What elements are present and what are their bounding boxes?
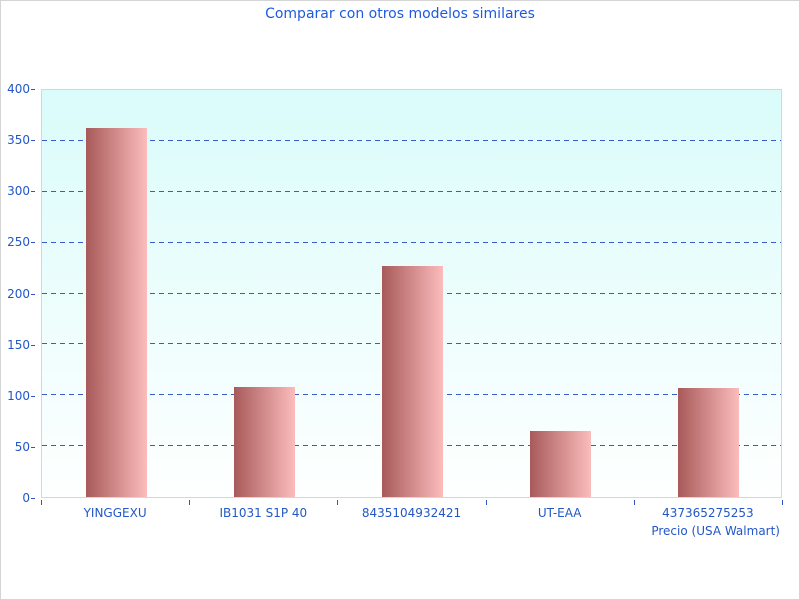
x-tick-mark-0 [41, 500, 42, 505]
y-tick-label-300: 300 [7, 184, 30, 199]
x-tick-label-8435104932421: 8435104932421 [361, 506, 462, 520]
x-tick-label-IB1031 S1P 40: IB1031 S1P 40 [219, 506, 308, 520]
y-tick-label-150: 150 [7, 337, 30, 352]
y-tick-mark-0 [31, 498, 35, 499]
bar-IB1031 S1P 40 [233, 387, 295, 497]
y-tick-mark-350 [31, 140, 35, 142]
y-tick-label-0: 0 [22, 491, 30, 505]
y-tick-label-50: 50 [14, 439, 30, 454]
bar-437365275253 [678, 388, 740, 497]
x-tick-label-YINGGEXU: YINGGEXU [83, 506, 147, 520]
x-tick-label-UT-EAA: UT-EAA [537, 506, 582, 520]
x-axis-title: Precio (USA Walmart) [651, 524, 780, 538]
chart-title: Comparar con otros modelos similares [265, 6, 535, 22]
y-tick-mark-250 [31, 242, 35, 244]
gridline-300 [42, 190, 781, 192]
x-tick-mark-4 [633, 500, 635, 505]
bar-8435104932421 [382, 266, 443, 497]
gridline-350 [42, 139, 781, 141]
gridline-250 [42, 241, 781, 243]
y-tick-label-200: 200 [7, 286, 30, 301]
y-tick-mark-400 [31, 89, 35, 90]
bar-YINGGEXU [85, 127, 147, 497]
y-tick-mark-300 [31, 191, 35, 193]
x-tick-label-437365275253: 437365275253 [662, 506, 754, 520]
y-tick-label-400: 400 [7, 82, 30, 96]
y-tick-mark-50 [31, 446, 35, 448]
x-tick-mark-3 [485, 500, 487, 505]
x-tick-mark-2 [337, 500, 339, 505]
y-tick-label-250: 250 [7, 235, 30, 250]
x-tick-mark-5 [782, 500, 783, 505]
y-tick-label-350: 350 [7, 133, 30, 148]
y-tick-label-100: 100 [7, 388, 30, 403]
y-tick-mark-150 [31, 344, 35, 346]
bar-UT-EAA [530, 430, 592, 497]
plot-area [41, 89, 782, 498]
x-tick-mark-1 [189, 500, 191, 505]
y-tick-mark-200 [31, 293, 35, 295]
y-tick-mark-100 [31, 395, 35, 397]
